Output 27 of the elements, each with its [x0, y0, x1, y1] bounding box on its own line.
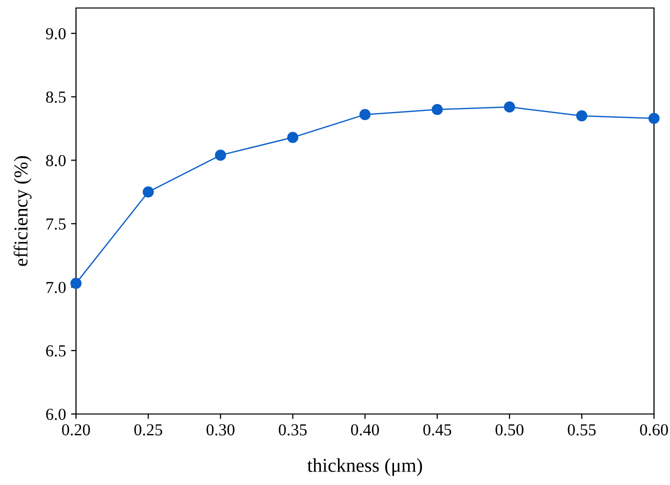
point	[648, 112, 660, 124]
y-tick-label: 8.5	[46, 92, 66, 103]
x-axis-title: thickness (μm)	[307, 458, 422, 476]
point	[576, 110, 588, 122]
point	[70, 278, 82, 289]
x-tick-label: 0.60	[640, 424, 668, 436]
y-tick-label: 8.0	[46, 154, 66, 166]
y-tick-label: 6.0	[46, 408, 66, 420]
y-tick-label: 9.0	[46, 28, 66, 40]
y-tick-label: 7.5	[46, 218, 66, 230]
x-tick-label: 0.25	[134, 424, 162, 436]
point	[359, 109, 371, 120]
point	[142, 186, 154, 198]
point	[287, 132, 298, 143]
point	[504, 101, 516, 113]
x-tick-label: 0.45	[423, 424, 452, 436]
x-tick-label: 0.30	[206, 424, 234, 436]
y-axis-title: efficiency (%)	[14, 156, 32, 266]
point	[432, 104, 443, 116]
x-tick-label: 0.40	[351, 424, 379, 436]
x-tick-label: 0.55	[568, 424, 596, 436]
point	[214, 150, 226, 161]
y-tick-label: 7.0	[46, 282, 66, 294]
y-tick-label: 6.5	[46, 345, 66, 357]
x-tick-label: 0.50	[496, 424, 524, 436]
x-tick-label: 0.35	[278, 424, 307, 436]
x-tick-label: 0.20	[62, 424, 90, 436]
